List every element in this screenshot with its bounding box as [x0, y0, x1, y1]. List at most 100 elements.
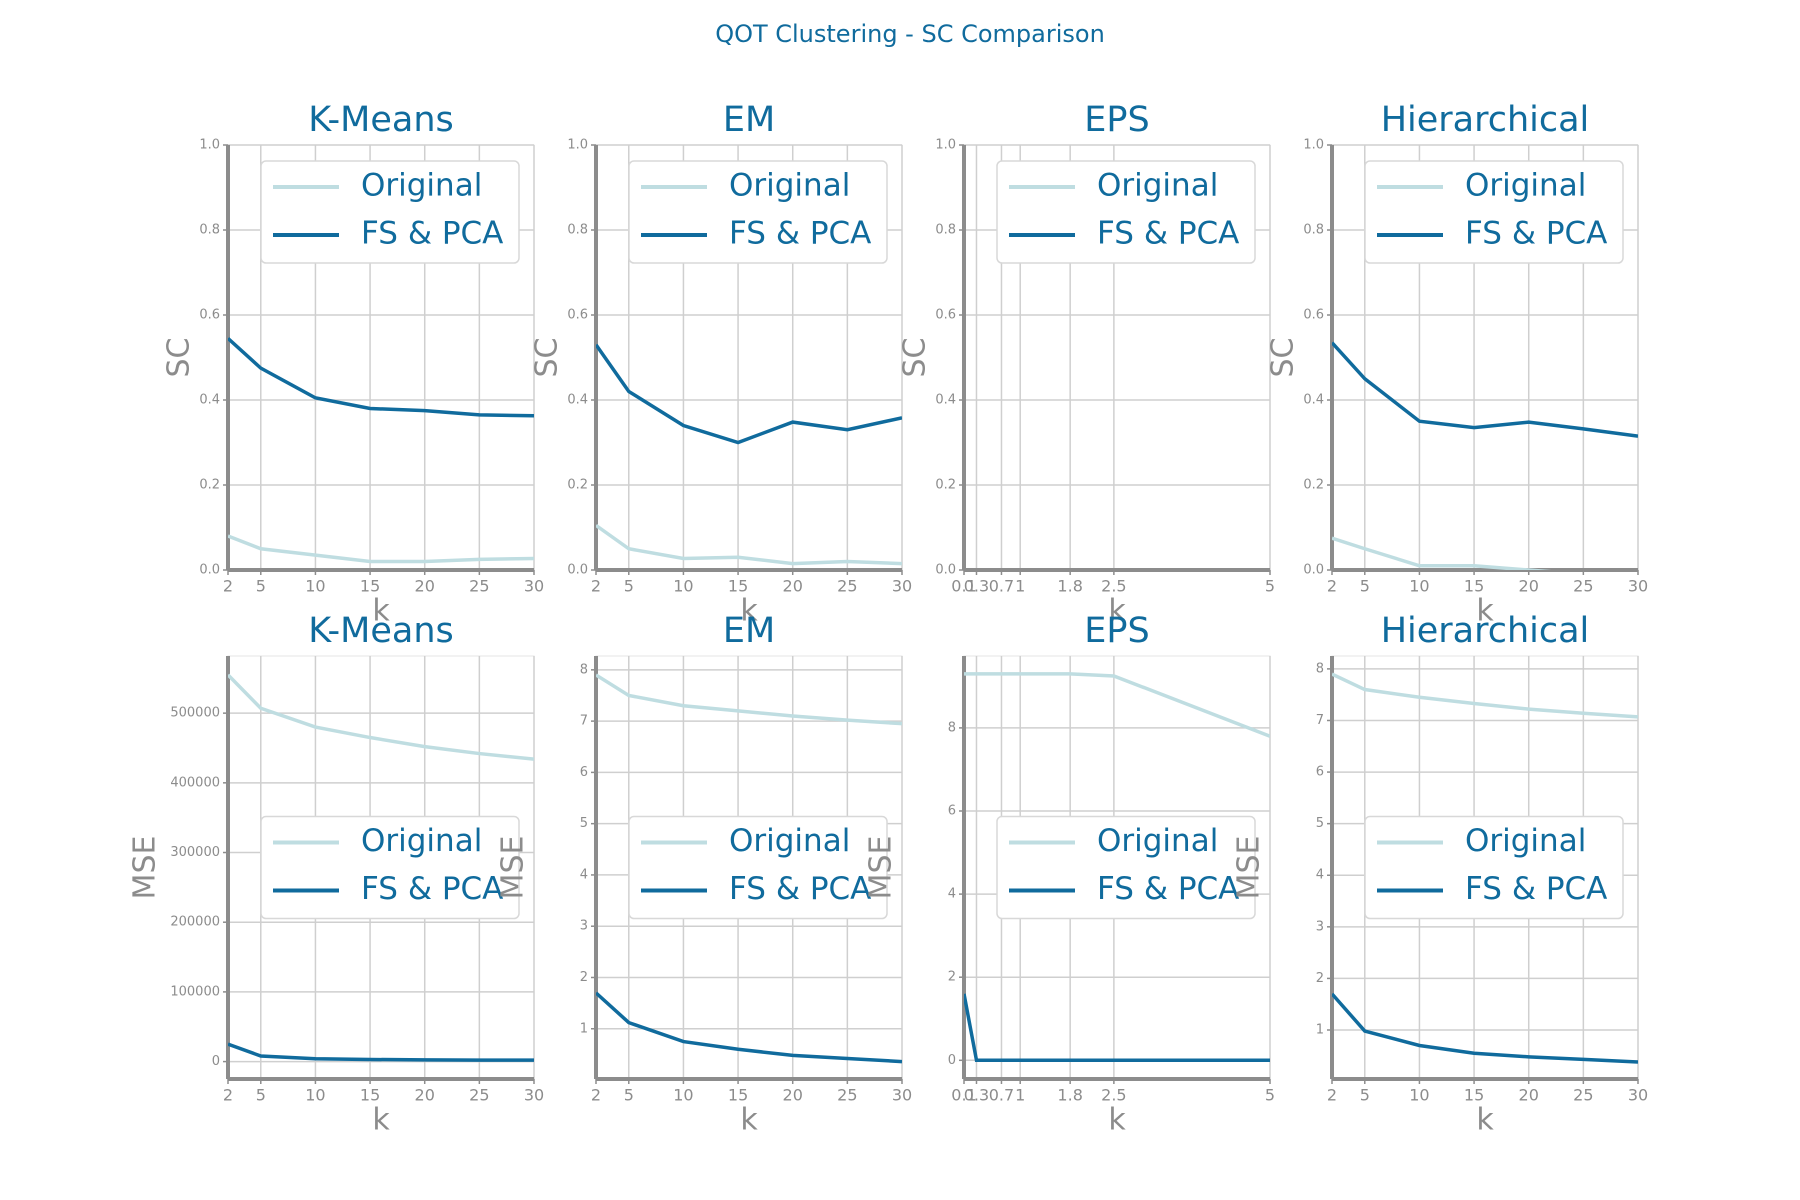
y-tick-label: 0.8 — [935, 223, 956, 238]
y-tick-label: 7 — [580, 714, 588, 729]
y-tick-label: 0.6 — [935, 308, 956, 323]
legend-label: Original — [1097, 823, 1218, 859]
x-tick-label: 0.7 — [989, 1086, 1014, 1105]
y-axis-label: SC — [898, 338, 933, 378]
y-axis-label: MSE — [128, 836, 163, 900]
x-tick-label: 2 — [223, 1086, 233, 1105]
y-tick-label: 0.8 — [199, 223, 220, 238]
subplot-title: EM — [723, 611, 775, 651]
legend-label: Original — [1465, 168, 1586, 204]
line-series — [964, 993, 1270, 1063]
x-tick-label: 2 — [591, 577, 601, 596]
y-tick-label: 500000 — [170, 706, 220, 721]
subplot-title: Hierarchical — [1381, 611, 1590, 651]
y-tick-label: 300000 — [170, 845, 220, 860]
x-tick-label: 1 — [1015, 1086, 1025, 1105]
y-tick-label: 4 — [948, 887, 956, 902]
y-tick-label: 0.2 — [1303, 478, 1324, 493]
y-tick-label: 0.0 — [567, 563, 588, 578]
y-tick-label: 6 — [1316, 765, 1324, 780]
y-tick-label: 0.2 — [199, 478, 220, 493]
y-tick-label: 7 — [1316, 713, 1324, 728]
y-tick-label: 8 — [1316, 661, 1324, 676]
x-axis-label: k — [1108, 1103, 1126, 1138]
x-tick-label: 5 — [1265, 577, 1275, 596]
y-tick-label: 8 — [580, 662, 588, 677]
line-series — [596, 523, 902, 566]
x-axis-label: k — [1476, 1103, 1494, 1138]
line-series — [1332, 992, 1638, 1064]
subplot-title: EPS — [1084, 100, 1149, 140]
y-tick-label: 3 — [1316, 919, 1324, 934]
legend-label: FS & PCA — [1097, 871, 1239, 907]
x-axis-label: k — [372, 1103, 390, 1138]
y-axis-label: SC — [530, 338, 565, 378]
line-series — [228, 1042, 534, 1062]
x-tick-label: 2 — [1327, 1086, 1337, 1105]
x-tick-label: 5 — [624, 577, 634, 596]
x-tick-label: 5 — [1360, 1086, 1370, 1105]
y-tick-label: 2 — [580, 970, 588, 985]
x-tick-label: 5 — [256, 1086, 266, 1105]
x-tick-label: 2 — [1327, 577, 1337, 596]
legend-label: Original — [361, 168, 482, 204]
x-axis-label: k — [1108, 594, 1126, 629]
y-tick-label: 0.8 — [1303, 223, 1324, 238]
x-tick-label: 0.3 — [964, 1086, 989, 1105]
y-tick-label: 100000 — [170, 984, 220, 999]
x-tick-label: 0.1 — [951, 577, 976, 596]
x-tick-label: 25 — [469, 577, 489, 596]
x-axis-label: k — [740, 594, 758, 629]
subplot: 0.00.20.40.60.81.02 5 10 15 20 25 30EMkSCOrigi… — [530, 100, 913, 629]
x-tick-label: 0.7 — [989, 577, 1014, 596]
x-tick-label: 15 — [728, 1086, 748, 1105]
x-tick-label: 1 — [1015, 577, 1025, 596]
x-tick-label: 30 — [1628, 1086, 1648, 1105]
y-tick-label: 0.4 — [935, 393, 956, 408]
y-tick-label: 200000 — [170, 915, 220, 930]
line-series — [964, 672, 1270, 738]
y-tick-label: 8 — [948, 720, 956, 735]
x-tick-label: 20 — [415, 1086, 435, 1105]
y-tick-label: 0.4 — [1303, 393, 1324, 408]
y-axis-label: MSE — [1232, 836, 1267, 900]
x-tick-label: 25 — [1573, 577, 1593, 596]
y-tick-label: 0.0 — [1303, 563, 1324, 578]
x-tick-label: 0.1 — [951, 1086, 976, 1105]
x-tick-label: 10 — [1409, 1086, 1429, 1105]
y-tick-label: 0.8 — [567, 223, 588, 238]
line-series — [596, 673, 902, 726]
legend-label: FS & PCA — [1465, 216, 1607, 252]
line-series — [1332, 341, 1638, 438]
y-tick-label: 2 — [1316, 971, 1324, 986]
subplot-title: K-Means — [308, 100, 454, 140]
legend-label: Original — [361, 823, 482, 859]
y-tick-label: 5 — [580, 816, 588, 831]
y-axis-label: MSE — [864, 836, 899, 900]
x-tick-label: 2 — [591, 1086, 601, 1105]
line-series — [1332, 672, 1638, 719]
y-tick-label: 1.0 — [935, 138, 956, 153]
x-tick-label: 25 — [837, 1086, 857, 1105]
x-tick-label: 2.5 — [1101, 1086, 1126, 1105]
y-tick-label: 6 — [580, 765, 588, 780]
x-tick-label: 15 — [360, 577, 380, 596]
x-tick-label: 30 — [524, 577, 544, 596]
x-tick-label: 20 — [783, 577, 803, 596]
y-tick-label: 0.6 — [567, 308, 588, 323]
y-axis-label: SC — [162, 338, 197, 378]
legend-label: FS & PCA — [1465, 871, 1607, 907]
subplot: 0.00.20.40.60.81.02 5 10 15 20 25 30K-MeanskSC… — [162, 100, 545, 629]
x-tick-label: 25 — [469, 1086, 489, 1105]
x-axis-label: k — [740, 1103, 758, 1138]
x-tick-label: 1.8 — [1057, 1086, 1082, 1105]
line-series — [596, 343, 902, 445]
line-series — [228, 337, 534, 418]
figure-title: QOT Clustering - SC Comparison — [715, 20, 1105, 48]
x-tick-label: 25 — [1573, 1086, 1593, 1105]
y-tick-label: 4 — [580, 867, 588, 882]
y-tick-label: 0.4 — [199, 393, 220, 408]
